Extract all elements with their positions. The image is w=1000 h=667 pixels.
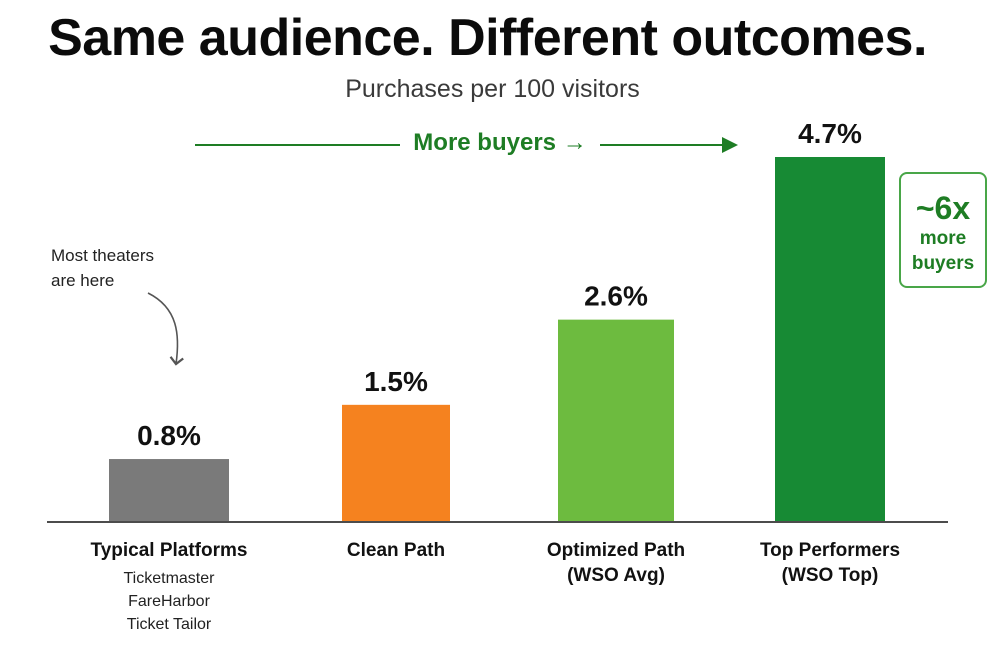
arrow-line-left	[195, 144, 400, 146]
annotation-arrow-icon	[147, 292, 184, 366]
category-label-clean-path: Clean Path	[347, 540, 445, 561]
chart-title: Same audience. Different outcomes.	[48, 9, 927, 67]
callout-line-2: buyers	[911, 253, 975, 274]
category-label-typical-platforms: Typical Platforms	[91, 540, 248, 561]
more-buyers-arrow: More buyers →	[0, 128, 960, 162]
category-sublabel-ticketmaster: Ticketmaster	[124, 570, 216, 587]
right-arrow-icon: →	[562, 129, 587, 156]
bars-group	[109, 157, 885, 521]
category-sublabel-wso-top: (WSO Top)	[782, 565, 879, 586]
value-label-optimized-path: 2.6%	[584, 281, 648, 312]
bar-optimized-path	[558, 319, 674, 521]
callout-box: ~6x more buyers	[899, 172, 987, 288]
bar-clean-path	[342, 404, 450, 521]
arrow-head-icon	[722, 137, 738, 153]
category-sublabel-wso-avg: (WSO Avg)	[567, 565, 665, 586]
value-label-clean-path: 1.5%	[364, 366, 428, 397]
category-label-optimized-path: Optimized Path	[547, 540, 685, 561]
annotation-note: Most theaters are here	[51, 243, 154, 293]
value-label-typical-platforms: 0.8%	[137, 420, 201, 451]
callout-line-1: more	[919, 228, 967, 249]
arrow-line-right	[600, 144, 725, 146]
annotation-line-2: are here	[51, 271, 115, 290]
category-label-top-performers: Top Performers	[760, 540, 900, 561]
bar-typical-platforms	[109, 459, 229, 521]
value-label-top-performers: 4.7%	[798, 118, 862, 149]
bar-top-performers	[775, 157, 885, 521]
category-sublabel-ticket-tailor: Ticket Tailor	[127, 616, 212, 633]
more-buyers-label: More buyers →	[405, 129, 595, 157]
more-buyers-text: More buyers	[413, 129, 557, 156]
callout-multiplier: ~6x	[915, 190, 971, 226]
labels-group: 0.8% Typical Platforms Ticketmaster FareHar…	[91, 118, 901, 633]
category-sublabel-fareharbor: FareHarbor	[128, 593, 210, 610]
chart-subtitle: Purchases per 100 visitors	[345, 75, 640, 103]
annotation-line-1: Most theaters	[51, 246, 154, 265]
